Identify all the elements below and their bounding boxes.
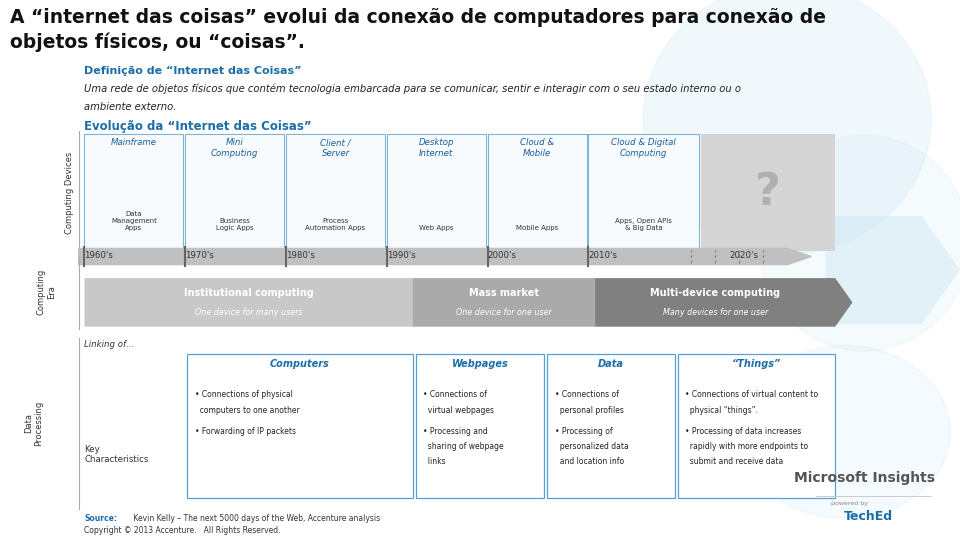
Text: One device for many users: One device for many users — [195, 308, 302, 316]
Ellipse shape — [739, 346, 950, 518]
Text: • Processing of data increases: • Processing of data increases — [685, 427, 802, 436]
Text: Computers: Computers — [270, 359, 330, 369]
Text: Data: Data — [598, 359, 624, 369]
Text: Linking of…: Linking of… — [84, 340, 135, 349]
Text: Mobile Apps: Mobile Apps — [516, 225, 559, 231]
Text: Desktop
Internet: Desktop Internet — [419, 138, 454, 158]
Text: Computing Devices: Computing Devices — [64, 151, 74, 234]
Text: submit and receive data: submit and receive data — [685, 457, 783, 467]
Text: • Connections of: • Connections of — [555, 390, 619, 400]
Text: 1970's: 1970's — [185, 251, 214, 260]
Polygon shape — [595, 278, 852, 327]
Text: Key
Characteristics: Key Characteristics — [84, 445, 149, 464]
Text: and location info: and location info — [555, 457, 624, 467]
Text: rapidly with more endpoints to: rapidly with more endpoints to — [685, 442, 808, 451]
Text: 2020's: 2020's — [730, 251, 758, 260]
Text: Definição de “Internet das Coisas”: Definição de “Internet das Coisas” — [84, 66, 302, 76]
Text: Microsoft Insights: Microsoft Insights — [794, 471, 934, 485]
Text: Mass market: Mass market — [469, 288, 539, 298]
Text: personal profiles: personal profiles — [555, 406, 624, 415]
Text: 1980's: 1980's — [286, 251, 315, 260]
Text: ?: ? — [756, 171, 780, 214]
FancyBboxPatch shape — [84, 134, 183, 251]
Text: ambiente externo.: ambiente externo. — [84, 102, 177, 112]
FancyArrow shape — [79, 248, 811, 265]
FancyBboxPatch shape — [387, 134, 486, 251]
Text: • Forwarding of IP packets: • Forwarding of IP packets — [195, 427, 296, 436]
Text: powered by: powered by — [831, 501, 868, 506]
Text: physical “things”.: physical “things”. — [685, 406, 758, 415]
FancyBboxPatch shape — [588, 134, 699, 251]
Text: Mini
Computing: Mini Computing — [211, 138, 258, 158]
Text: Many devices for one user: Many devices for one user — [662, 308, 768, 316]
Text: Mainframe: Mainframe — [111, 138, 156, 147]
Text: computers to one another: computers to one another — [195, 406, 300, 415]
Text: TechEd: TechEd — [844, 510, 894, 523]
Text: virtual webpages: virtual webpages — [423, 406, 494, 415]
Text: Kevin Kelly – The next 5000 days of the Web, Accenture analysis: Kevin Kelly – The next 5000 days of the … — [131, 514, 380, 523]
Text: Business
Logic Apps: Business Logic Apps — [216, 218, 253, 231]
FancyBboxPatch shape — [678, 354, 835, 498]
Text: A “internet das coisas” evolui da conexão de computadores para conexão de: A “internet das coisas” evolui da conexã… — [10, 8, 826, 27]
Text: Web Apps: Web Apps — [420, 225, 453, 231]
Text: • Connections of virtual content to: • Connections of virtual content to — [685, 390, 819, 400]
FancyBboxPatch shape — [187, 354, 413, 498]
Text: Multi-device computing: Multi-device computing — [650, 288, 780, 298]
Polygon shape — [826, 216, 960, 324]
Text: One device for one user: One device for one user — [456, 308, 552, 316]
Text: Apps, Open APIs
& Big Data: Apps, Open APIs & Big Data — [615, 218, 672, 231]
Text: Institutional computing: Institutional computing — [183, 288, 314, 298]
Text: Process
Automation Apps: Process Automation Apps — [305, 218, 366, 231]
Text: Uma rede de objetos físicos que contém tecnologia embarcada para se comunicar, s: Uma rede de objetos físicos que contém t… — [84, 84, 741, 94]
Text: Evolução da “Internet das Coisas”: Evolução da “Internet das Coisas” — [84, 120, 312, 133]
Ellipse shape — [643, 0, 931, 254]
FancyBboxPatch shape — [185, 134, 284, 251]
Text: Cloud & Digital
Computing: Cloud & Digital Computing — [612, 138, 676, 158]
Text: Data
Processing: Data Processing — [24, 401, 43, 446]
Text: • Connections of physical: • Connections of physical — [195, 390, 293, 400]
Ellipse shape — [758, 135, 960, 351]
Text: 2010's: 2010's — [588, 251, 617, 260]
Text: sharing of webpage: sharing of webpage — [423, 442, 504, 451]
Text: “Things”: “Things” — [732, 359, 781, 369]
Text: 2000's: 2000's — [488, 251, 516, 260]
Text: Copyright © 2013 Accenture.   All Rights Reserved.: Copyright © 2013 Accenture. All Rights R… — [84, 526, 281, 535]
Text: 1960's: 1960's — [84, 251, 113, 260]
Text: Computing
Era: Computing Era — [36, 268, 56, 315]
Text: personalized data: personalized data — [555, 442, 629, 451]
Text: 1990's: 1990's — [387, 251, 416, 260]
Text: Data
Management
Apps: Data Management Apps — [111, 211, 156, 231]
Text: • Processing of: • Processing of — [555, 427, 612, 436]
Text: Cloud &
Mobile: Cloud & Mobile — [520, 138, 554, 158]
Text: • Processing and: • Processing and — [423, 427, 488, 436]
FancyBboxPatch shape — [488, 134, 587, 251]
Text: Client /
Server: Client / Server — [321, 138, 350, 158]
Text: Source:: Source: — [84, 514, 117, 523]
Polygon shape — [84, 278, 424, 327]
Text: • Connections of: • Connections of — [423, 390, 488, 400]
FancyBboxPatch shape — [701, 134, 835, 251]
Text: objetos físicos, ou “coisas”.: objetos físicos, ou “coisas”. — [10, 32, 304, 52]
FancyBboxPatch shape — [286, 134, 385, 251]
FancyBboxPatch shape — [547, 354, 675, 498]
FancyBboxPatch shape — [416, 354, 544, 498]
Polygon shape — [413, 278, 607, 327]
Text: links: links — [423, 457, 446, 467]
Text: Webpages: Webpages — [451, 359, 509, 369]
